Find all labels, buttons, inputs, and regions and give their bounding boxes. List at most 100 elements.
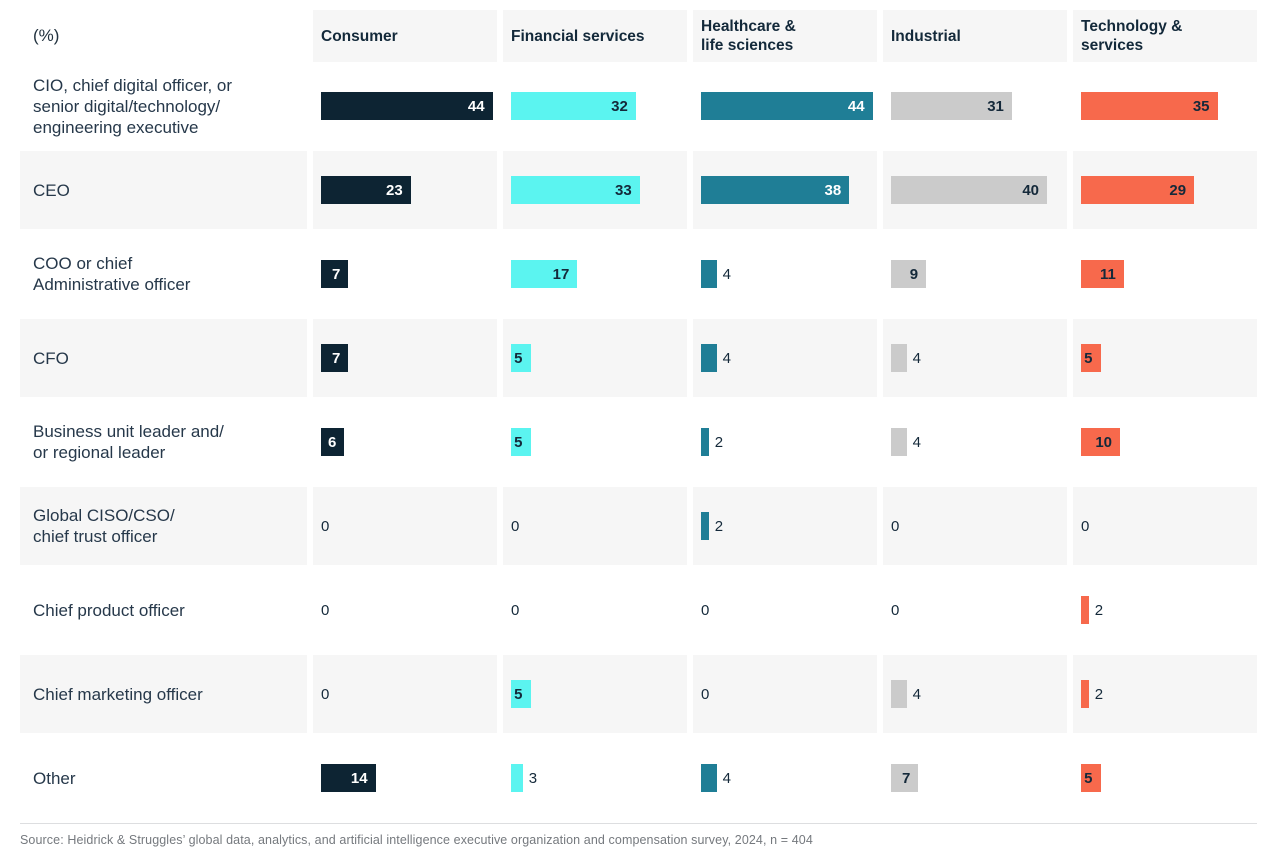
bar: 10 [1081, 428, 1120, 456]
bar-value: 5 [1084, 349, 1093, 367]
bar-cell-industrial: 40 [883, 151, 1067, 229]
bar-value: 5 [1084, 769, 1093, 787]
column-header-text: life sciences [701, 37, 794, 54]
chart-row-cfo: CFO 7 5 4 4 5 [20, 319, 1257, 397]
chart-row-other: Other 14 3 4 7 5 [20, 739, 1257, 817]
bar [1081, 680, 1089, 708]
bar-cell-consumer: 0 [313, 487, 497, 565]
column-header-text: services [1081, 37, 1144, 54]
bar-cell-healthcare-life-sciences: 0 [693, 655, 877, 733]
bar: 6 [321, 428, 345, 456]
column-header-technology-services: Technology & services [1073, 10, 1257, 62]
bar-value: 4 [912, 349, 921, 367]
bar-value: 0 [321, 601, 330, 619]
bar-cell-industrial: 0 [883, 487, 1067, 565]
column-header-healthcare-life-sciences: Healthcare & life sciences [693, 10, 877, 62]
bar-value: 9 [909, 265, 919, 283]
bar-cell-healthcare-life-sciences: 4 [693, 235, 877, 313]
bar-value: 40 [1022, 181, 1039, 199]
chart-rows: CIO, chief digital officer, or senior dig… [20, 67, 1257, 817]
bar-cell-technology-services: 35 [1073, 67, 1257, 145]
bar: 7 [321, 344, 349, 372]
bar-value: 5 [514, 433, 523, 451]
bar-cell-consumer: 23 [313, 151, 497, 229]
bar: 44 [321, 92, 493, 120]
bar [511, 764, 523, 792]
bar-value: 44 [467, 97, 485, 115]
bar: 44 [701, 92, 873, 120]
bar-value: 31 [987, 97, 1004, 115]
row-label-line: Global CISO/CSO/ [33, 506, 175, 525]
bar-value: 10 [1095, 433, 1112, 451]
bar: 40 [891, 176, 1047, 204]
bar: 5 [511, 680, 531, 708]
column-header-row: (%) Consumer Financial services Healthcare… [20, 10, 1257, 62]
bar-cell-financial-services: 3 [503, 739, 687, 817]
bar: 5 [511, 428, 531, 456]
row-label: CFO [20, 319, 307, 397]
bar-cell-consumer: 7 [313, 319, 497, 397]
bar-cell-technology-services: 2 [1073, 655, 1257, 733]
bar-value: 0 [891, 601, 900, 619]
row-label: Chief product officer [20, 571, 307, 649]
bar-value: 6 [328, 433, 337, 451]
bar-cell-industrial: 4 [883, 403, 1067, 481]
chart-row-chief-product-officer: Chief product officer 0 0 0 0 2 [20, 571, 1257, 649]
bar-cell-financial-services: 0 [503, 487, 687, 565]
bar-cell-technology-services: 5 [1073, 319, 1257, 397]
row-label-line: COO or chief [33, 254, 133, 273]
chart-row-chief-marketing-officer: Chief marketing officer 0 5 0 4 2 [20, 655, 1257, 733]
bar-value: 32 [611, 97, 628, 115]
row-label-line: CIO, chief digital officer, or [33, 75, 233, 95]
bar-value: 33 [615, 181, 632, 199]
bar-cell-consumer: 6 [313, 403, 497, 481]
bar-cell-healthcare-life-sciences: 0 [693, 571, 877, 649]
bar: 17 [511, 260, 578, 288]
row-label: Chief marketing officer [20, 655, 307, 733]
bar-cell-technology-services: 0 [1073, 487, 1257, 565]
bar-cell-technology-services: 10 [1073, 403, 1257, 481]
bar-cell-healthcare-life-sciences: 4 [693, 739, 877, 817]
bar-value: 23 [386, 181, 403, 199]
footer-divider [20, 823, 1257, 824]
column-header-text: Consumer [321, 27, 398, 45]
column-header-text: Financial services [511, 27, 645, 45]
bar [701, 260, 717, 288]
bar [891, 344, 907, 372]
bar-cell-consumer: 44 [313, 67, 497, 145]
bar-value: 14 [350, 769, 368, 787]
chart-row-coo-or-chief-administrative-officer: COO or chief Administrative officer 7 17 4 9 1… [20, 235, 1257, 313]
column-header-text: Healthcare & [701, 18, 796, 35]
bar-cell-financial-services: 17 [503, 235, 687, 313]
bar [891, 428, 907, 456]
bar-value: 2 [714, 433, 724, 451]
row-label: COO or chief Administrative officer [20, 235, 307, 313]
bar-cell-healthcare-life-sciences: 2 [693, 487, 877, 565]
bar-cell-healthcare-life-sciences: 2 [693, 403, 877, 481]
bar-cell-healthcare-life-sciences: 4 [693, 319, 877, 397]
row-label-line: senior digital/technology/ [33, 96, 221, 116]
bar-value: 0 [511, 601, 520, 619]
chart-row-business-unit-leader-and-or-regional-lea: Business unit leader and/or regional lea… [20, 403, 1257, 481]
column-header-consumer: Consumer [313, 10, 497, 62]
row-label: Business unit leader and/or regional lea… [20, 403, 307, 481]
bar-value: 0 [321, 685, 330, 703]
row-label: Other [20, 739, 307, 817]
bar-value: 0 [701, 601, 710, 619]
bar: 5 [1081, 764, 1101, 792]
bar: 14 [321, 764, 376, 792]
bar-cell-technology-services: 11 [1073, 235, 1257, 313]
bar-cell-industrial: 31 [883, 67, 1067, 145]
row-label: CEO [20, 151, 307, 229]
bar-value: 4 [722, 349, 731, 367]
bar-value: 2 [1094, 601, 1104, 619]
bar-value: 4 [722, 265, 731, 283]
bar [891, 680, 907, 708]
percent-unit-label: (%) [33, 26, 60, 45]
bar [1081, 596, 1089, 624]
bar-cell-financial-services: 5 [503, 655, 687, 733]
row-label-line: Chief marketing officer [33, 684, 203, 704]
bar-value: 0 [511, 517, 520, 535]
column-header-industrial: Industrial [883, 10, 1067, 62]
row-label-line: engineering executive [33, 117, 199, 137]
